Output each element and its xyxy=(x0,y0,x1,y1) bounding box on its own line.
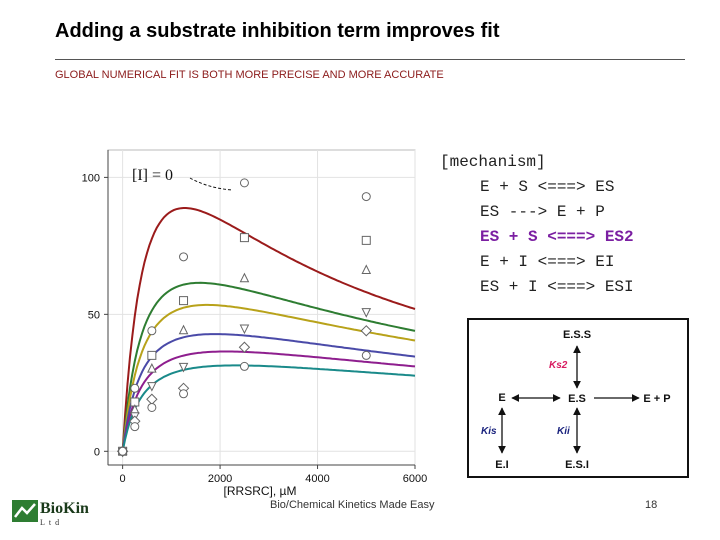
data-point-I3 xyxy=(178,362,189,373)
chart-axes xyxy=(107,150,415,466)
data-point-I5 xyxy=(361,350,371,360)
mechanism-line-highlighted: ES + S <===> ES2 xyxy=(480,228,634,246)
plot-area xyxy=(107,149,416,466)
data-point-I0 xyxy=(147,326,157,336)
scheme-ksi2: Ks2 xyxy=(549,360,568,371)
x-axis-label: [RRSRC], µM xyxy=(224,484,297,498)
footer-text: Bio/Chemical Kinetics Made Easy xyxy=(270,499,435,511)
series-curve-I1 xyxy=(121,281,416,452)
mechanism-line: E + S <===> ES xyxy=(480,178,615,196)
y-tick-label: 0 xyxy=(94,446,100,458)
data-point-I1 xyxy=(147,350,157,360)
scheme-ess: E.S.S xyxy=(563,329,591,341)
slide-subtitle: GLOBAL NUMERICAL FIT IS BOTH MORE PRECIS… xyxy=(55,69,444,81)
series-curve-I5 xyxy=(121,364,416,452)
data-point-I1 xyxy=(179,296,189,306)
x-tick-label: 2000 xyxy=(208,473,232,485)
data-point-I5 xyxy=(147,402,157,412)
title-divider xyxy=(55,59,685,60)
data-point-I3 xyxy=(361,308,372,318)
scheme-ei: E.I xyxy=(495,459,508,471)
annotation-leader xyxy=(189,177,233,191)
series-curve-I4 xyxy=(121,350,416,452)
page-number: 18 xyxy=(645,499,658,511)
chart-grid xyxy=(107,149,416,466)
data-point-I0 xyxy=(179,252,189,262)
series-curve-I3 xyxy=(121,333,416,452)
data-point-I4 xyxy=(238,341,251,353)
y-tick-label: 50 xyxy=(88,309,100,321)
scheme-ep: E + P xyxy=(643,393,670,405)
data-point-I1 xyxy=(130,397,140,407)
logo-subtext: Ltd xyxy=(40,518,64,527)
data-point-I5 xyxy=(179,389,189,399)
reaction-scheme: E.S.S Ks2 E E.S E + P Kis Kii E.I E.S.I xyxy=(467,318,689,478)
scheme-kis: Kis xyxy=(481,426,497,437)
slide-title: Adding a substrate inhibition term impro… xyxy=(55,20,500,42)
data-point-I2 xyxy=(147,363,157,373)
mechanism-line: ES + I <===> ESI xyxy=(480,278,634,296)
mechanism-line: ES ---> E + P xyxy=(480,203,605,221)
x-tick-label: 0 xyxy=(120,473,126,485)
mechanism-text: [mechanism] E + S <===> ES ES ---> E + P ES… xyxy=(440,150,634,300)
biokin-logo-icon xyxy=(12,500,38,522)
x-tick-label: 4000 xyxy=(305,473,329,485)
scheme-kii: Kii xyxy=(557,426,570,437)
scheme-esi: E.S.I xyxy=(565,459,589,471)
data-point-I3 xyxy=(147,382,157,392)
data-point-I2 xyxy=(178,324,189,335)
mechanism-line: E + I <===> EI xyxy=(480,253,615,271)
chart-points xyxy=(116,178,372,458)
data-point-I5 xyxy=(130,422,140,432)
data-point-I1 xyxy=(239,233,249,243)
data-point-I1 xyxy=(361,235,371,245)
scheme-e: E xyxy=(498,392,505,404)
x-tick-label: 6000 xyxy=(403,473,427,485)
data-point-I3 xyxy=(239,324,250,335)
data-point-I4 xyxy=(360,325,372,337)
logo-text: BioKin xyxy=(40,500,89,517)
data-point-I0 xyxy=(239,178,249,188)
scheme-es: E.S xyxy=(568,393,586,405)
data-point-I5 xyxy=(118,446,128,456)
series-curve-I0 xyxy=(121,207,416,452)
data-point-I2 xyxy=(361,264,372,275)
data-point-I2 xyxy=(239,272,250,283)
chart-ticks: 0 2000 4000 6000 0 50 100 xyxy=(82,172,428,485)
kinetics-chart: 0 2000 4000 6000 0 50 100 [I] = 0 [RRSRC], µM xyxy=(82,149,428,498)
chart-annotation: [I] = 0 xyxy=(132,167,173,184)
data-point-I0 xyxy=(361,192,371,202)
y-tick-label: 100 xyxy=(82,172,100,184)
mechanism-header: [mechanism] xyxy=(440,153,546,171)
data-point-I5 xyxy=(239,361,249,371)
data-point-I0 xyxy=(130,383,140,393)
